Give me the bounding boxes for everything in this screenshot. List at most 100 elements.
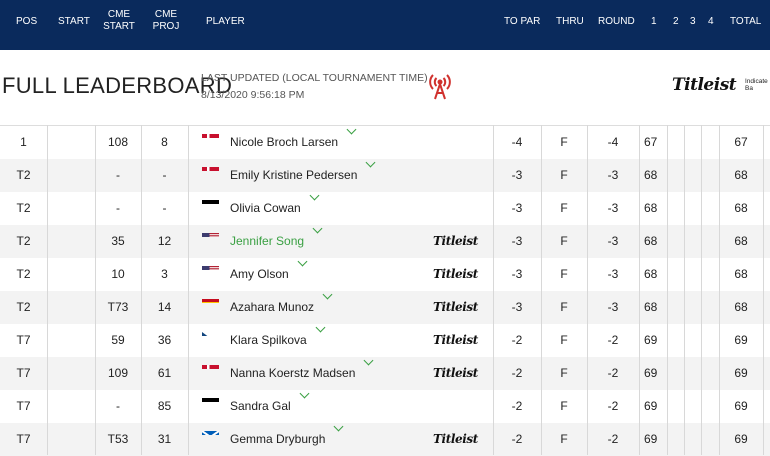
thru-cell: F: [560, 333, 568, 347]
col-start[interactable]: START: [58, 16, 90, 27]
cme-proj-cell: 3: [161, 267, 168, 281]
sponsor-legend: Titleist Indicate Golf Ba: [672, 75, 770, 95]
thru-cell: F: [560, 366, 568, 380]
position-cell: T7: [16, 333, 31, 347]
chevron-down-icon[interactable]: [315, 322, 326, 333]
to-par-cell: -4: [511, 135, 523, 149]
chevron-down-icon[interactable]: [346, 124, 357, 135]
column-divider: [763, 125, 764, 455]
thru-cell: F: [560, 201, 568, 215]
col-cme-proj-label: CME PROJ: [152, 9, 180, 32]
position-cell: T2: [16, 201, 31, 215]
to-par-cell: -3: [511, 300, 523, 314]
col-pos[interactable]: POS: [16, 16, 38, 27]
player-name-link[interactable]: Azahara Munoz: [230, 300, 315, 314]
table-row[interactable]: 1 108 8 -4 F -4 67 67 Nicole Broch Larsen: [0, 124, 770, 159]
col-r2[interactable]: 2: [673, 16, 679, 27]
col-total[interactable]: TOTAL: [730, 16, 762, 27]
col-thru[interactable]: THRU: [556, 16, 584, 27]
total-cell: 69: [734, 366, 748, 380]
column-divider: [667, 125, 668, 455]
player-name-link[interactable]: Emily Kristine Pedersen: [230, 168, 358, 182]
col-cme-start[interactable]: CME START: [102, 9, 136, 33]
round1-cell: 67: [644, 135, 658, 149]
player-name-link[interactable]: Amy Olson: [230, 267, 289, 281]
round-cell: -3: [607, 201, 619, 215]
col-round[interactable]: ROUND: [598, 16, 635, 27]
col-r1[interactable]: 1: [651, 16, 657, 27]
position-cell: T2: [16, 168, 31, 182]
title-area: [0, 50, 770, 126]
cme-proj-cell: 12: [157, 234, 172, 248]
chevron-down-icon[interactable]: [365, 157, 376, 168]
to-par-cell: -3: [511, 234, 523, 248]
thru-cell: F: [560, 135, 568, 149]
table-row[interactable]: T2 10 3 -3 F -3 68 68 Amy Olson Titleist: [0, 256, 770, 291]
player-name-link[interactable]: Nanna Koerstz Madsen: [230, 366, 356, 380]
titleist-logo: Titleist: [433, 267, 478, 281]
chevron-down-icon[interactable]: [299, 388, 310, 399]
table-row[interactable]: T2 35 12 -3 F -3 68 68 Jennifer Song Titleist: [0, 223, 770, 258]
player-name-link[interactable]: Klara Spilkova: [230, 333, 307, 347]
germany-flag-icon: [202, 390, 219, 402]
germany-flag-icon: [202, 192, 219, 204]
column-divider: [141, 125, 142, 455]
table-row[interactable]: T2 - - -3 F -3 68 68 Olivia Cowan: [0, 190, 770, 225]
column-divider: [701, 125, 702, 455]
thru-cell: F: [560, 267, 568, 281]
table-row[interactable]: T7 T53 31 -2 F -2 69 69 Gemma Dryburgh Titleist: [0, 421, 770, 456]
round-cell: -2: [607, 399, 619, 413]
round1-cell: 68: [644, 168, 658, 182]
table-row[interactable]: T2 - - -3 F -3 68 68 Emily Kristine Pedersen: [0, 157, 770, 192]
titleist-logo: Titleist: [433, 300, 478, 314]
chevron-down-icon[interactable]: [297, 256, 308, 267]
table-row[interactable]: T7 - 85 -2 F -2 69 69 Sandra Gal: [0, 388, 770, 423]
chevron-down-icon[interactable]: [312, 223, 323, 234]
usa-flag-icon: [202, 225, 219, 237]
round1-cell: 69: [644, 432, 658, 446]
column-divider: [541, 125, 542, 455]
leaderboard-table: 1 108 8 -4 F -4 67 67 Nicole Broch Larsen T2- - -3 F…: [0, 124, 770, 456]
round-cell: -2: [607, 333, 619, 347]
thru-cell: F: [560, 300, 568, 314]
chevron-down-icon[interactable]: [322, 289, 333, 300]
titleist-logo: Titleist: [433, 234, 478, 248]
cme-proj-cell: 85: [157, 399, 172, 413]
table-row[interactable]: T7 59 36 -2 F -2 69 69 Klara Spilkova Titleist: [0, 322, 770, 357]
column-divider: [719, 125, 720, 455]
position-cell: T7: [16, 432, 31, 446]
player-name-link[interactable]: Jennifer Song: [230, 234, 305, 248]
titleist-logo: Titleist: [433, 366, 478, 380]
col-cme-proj[interactable]: CME PROJ: [151, 9, 181, 33]
live-broadcast-icon[interactable]: [428, 71, 452, 101]
col-player[interactable]: PLAYER: [206, 16, 245, 27]
round1-cell: 69: [644, 399, 658, 413]
page-title: FULL LEADERBOARD: [2, 73, 233, 98]
col-r4[interactable]: 4: [708, 16, 714, 27]
column-divider: [684, 125, 685, 455]
cme-start-cell: T73: [107, 300, 129, 314]
player-name-link[interactable]: Gemma Dryburgh: [230, 432, 326, 446]
cme-proj-cell: 8: [161, 135, 168, 149]
to-par-cell: -2: [511, 432, 523, 446]
player-name-link[interactable]: Olivia Cowan: [230, 201, 301, 215]
last-updated-label: LAST UPDATED (LOCAL TOURNAMENT TIME): [201, 72, 428, 84]
position-cell: 1: [20, 135, 27, 149]
cme-proj-cell: -: [162, 201, 167, 215]
total-cell: 69: [734, 333, 748, 347]
column-divider: [639, 125, 640, 455]
cme-proj-cell: 61: [157, 366, 172, 380]
to-par-cell: -2: [511, 366, 523, 380]
table-row[interactable]: T7 109 61 -2 F -2 69 69 Nanna Koerstz Madsen Titl…: [0, 355, 770, 390]
column-divider: [95, 125, 96, 455]
player-name-link[interactable]: Nicole Broch Larsen: [230, 135, 339, 149]
chevron-down-icon[interactable]: [363, 355, 374, 366]
titleist-logo: Titleist: [672, 75, 737, 95]
col-r3[interactable]: 3: [690, 16, 696, 27]
chevron-down-icon[interactable]: [309, 190, 320, 201]
table-row[interactable]: T2 T73 14 -3 F -3 68 68 Azahara Munoz Titleist: [0, 289, 770, 324]
position-cell: T2: [16, 300, 31, 314]
player-name-link[interactable]: Sandra Gal: [230, 399, 291, 413]
col-to-par[interactable]: TO PAR: [504, 16, 541, 27]
chevron-down-icon[interactable]: [333, 421, 344, 432]
